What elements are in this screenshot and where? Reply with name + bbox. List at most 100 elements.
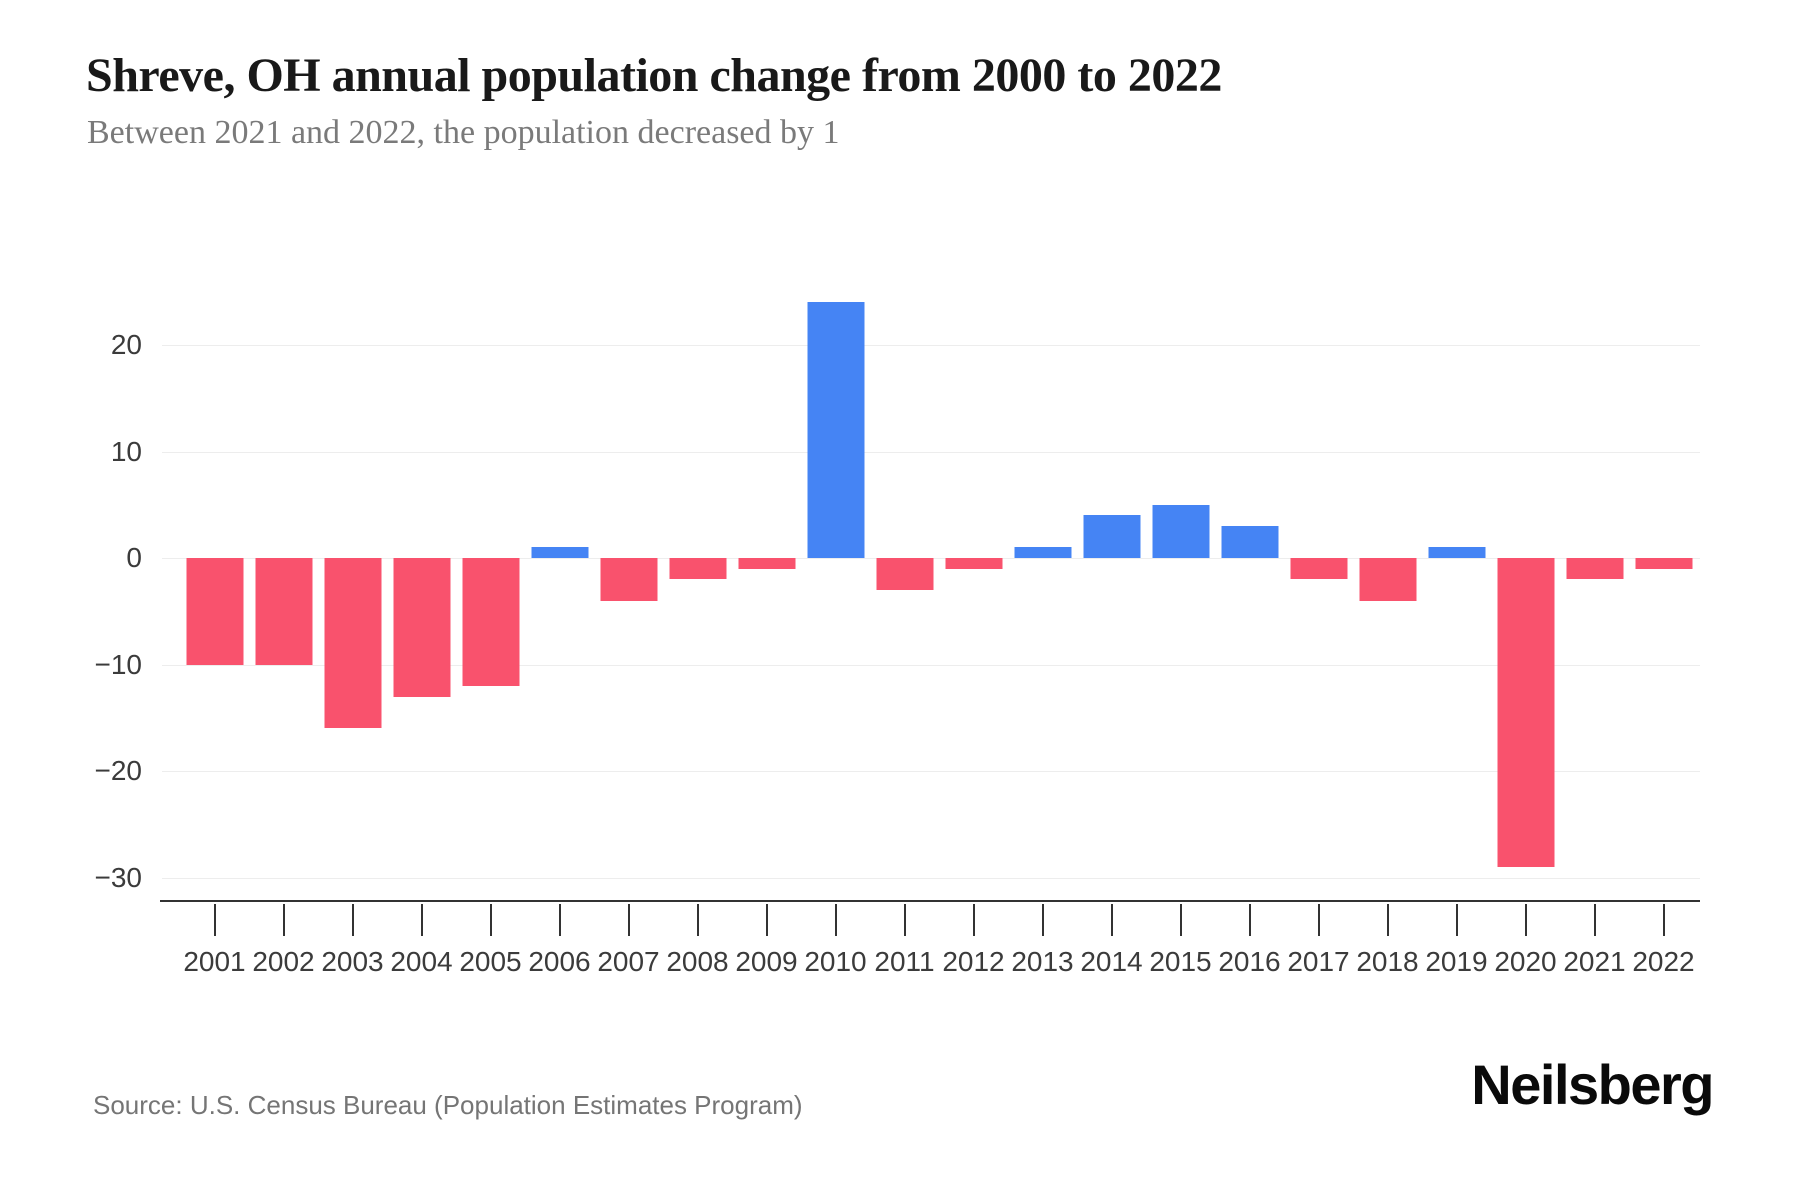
bar-2020[interactable]	[1497, 558, 1554, 867]
x-axis-tick-2021	[1593, 904, 1596, 936]
x-axis-tick-2018	[1386, 904, 1389, 936]
chart-column-2020: 2020	[1491, 280, 1560, 977]
x-axis-tick-label-2005: 2005	[459, 946, 522, 977]
chart-column-2005: 2005	[456, 280, 525, 977]
gridline-10	[162, 451, 1700, 453]
x-axis-tick-2002	[282, 904, 285, 936]
x-axis-tick-label-2009: 2009	[735, 946, 798, 977]
x-axis-tick-2019	[1455, 904, 1458, 936]
x-axis-tick-2022	[1662, 904, 1665, 936]
bar-2015[interactable]	[1152, 504, 1209, 559]
x-axis-tick-label-2022: 2022	[1632, 946, 1695, 977]
bar-2016[interactable]	[1221, 526, 1278, 559]
plot-area: 2001 2002 2003 2004 2005 2006 2007 2008 2009 2010…	[180, 280, 1698, 977]
bar-2001[interactable]	[186, 558, 243, 665]
x-axis-tick-label-2014: 2014	[1080, 946, 1143, 977]
x-axis-tick-2001	[213, 904, 216, 936]
chart-column-2008: 2008	[663, 280, 732, 977]
x-axis-tick-2017	[1317, 904, 1320, 936]
bar-2005[interactable]	[462, 558, 519, 686]
chart-column-2009: 2009	[732, 280, 801, 977]
y-axis-tick-label-10: 10	[110, 435, 142, 467]
x-axis-tick-2003	[351, 904, 354, 936]
chart-column-2017: 2017	[1284, 280, 1353, 977]
y-axis-tick-label--30: −30	[94, 861, 143, 893]
x-axis-tick-2020	[1524, 904, 1527, 936]
bar-2006[interactable]	[531, 547, 588, 559]
bar-2019[interactable]	[1428, 547, 1485, 559]
chart-column-2010: 2010	[801, 280, 870, 977]
chart-column-2002: 2002	[249, 280, 318, 977]
x-axis-tick-2004	[420, 904, 423, 936]
gridline--10	[162, 664, 1700, 666]
x-axis-tick-2005	[489, 904, 492, 936]
x-axis-tick-label-2004: 2004	[390, 946, 453, 977]
x-axis-tick-label-2019: 2019	[1425, 946, 1488, 977]
chart-column-2007: 2007	[594, 280, 663, 977]
bar-2008[interactable]	[669, 558, 726, 580]
x-axis-tick-2009	[765, 904, 768, 936]
x-axis-tick-2013	[1041, 904, 1044, 936]
gridline--20	[162, 771, 1700, 772]
chart-column-2001: 2001	[180, 280, 249, 977]
x-axis-tick-label-2007: 2007	[597, 946, 660, 977]
x-axis-tick-2015	[1179, 904, 1182, 936]
bar-2014[interactable]	[1083, 515, 1140, 558]
x-axis-tick-label-2021: 2021	[1563, 946, 1626, 977]
chart-column-2021: 2021	[1560, 280, 1629, 977]
bar-2011[interactable]	[876, 558, 933, 590]
x-axis-tick-label-2015: 2015	[1149, 946, 1212, 977]
x-axis-tick-2010	[834, 904, 837, 936]
x-axis-tick-label-2001: 2001	[183, 946, 246, 977]
x-axis-tick-label-2020: 2020	[1494, 946, 1557, 977]
chart-column-2003: 2003	[318, 280, 387, 977]
page-title: Shreve, OH annual population change from…	[86, 49, 1222, 102]
x-axis-tick-label-2011: 2011	[874, 946, 935, 977]
bar-2013[interactable]	[1014, 547, 1071, 559]
x-axis-tick-2008	[696, 904, 699, 936]
x-axis-tick-label-2003: 2003	[321, 946, 384, 977]
chart-column-2019: 2019	[1422, 280, 1491, 977]
chart-column-2006: 2006	[525, 280, 594, 977]
x-axis-tick-label-2008: 2008	[666, 946, 729, 977]
chart-column-2013: 2013	[1008, 280, 1077, 977]
chart-column-2022: 2022	[1629, 280, 1698, 977]
bar-2009[interactable]	[738, 558, 795, 569]
y-axis-tick-label--10: −10	[94, 648, 143, 680]
page-subtitle: Between 2021 and 2022, the population de…	[87, 114, 840, 151]
bar-2022[interactable]	[1635, 558, 1692, 569]
bar-2012[interactable]	[945, 558, 1002, 569]
chart-column-2004: 2004	[387, 280, 456, 977]
bar-2002[interactable]	[255, 558, 312, 665]
gridline-20	[162, 345, 1700, 346]
x-axis-tick-2011	[903, 904, 906, 936]
x-axis-tick-label-2016: 2016	[1218, 946, 1281, 977]
bar-2007[interactable]	[600, 558, 657, 601]
y-axis-tick-label-20: 20	[110, 329, 142, 360]
y-axis-tick-label--20: −20	[94, 755, 143, 786]
x-axis-tick-label-2012: 2012	[942, 946, 1005, 977]
bar-2003[interactable]	[324, 558, 381, 729]
bar-2018[interactable]	[1359, 558, 1416, 601]
bar-2021[interactable]	[1566, 558, 1623, 580]
bar-2010[interactable]	[807, 302, 864, 558]
x-axis-tick-2016	[1248, 904, 1251, 936]
x-axis-tick-label-2006: 2006	[528, 946, 591, 977]
x-axis-tick-label-2018: 2018	[1356, 946, 1419, 977]
x-axis-tick-label-2013: 2013	[1011, 946, 1074, 977]
x-axis-tick-label-2010: 2010	[804, 946, 867, 977]
y-axis-tick-label-0: 0	[126, 542, 142, 573]
gridline--30	[162, 877, 1700, 879]
chart-column-2016: 2016	[1215, 280, 1284, 977]
bar-2004[interactable]	[393, 558, 450, 697]
x-axis-tick-2006	[558, 904, 561, 936]
neilsberg-logo: Neilsberg	[1471, 1053, 1714, 1116]
bar-2017[interactable]	[1290, 558, 1347, 580]
x-axis-tick-2007	[627, 904, 630, 936]
chart-column-2014: 2014	[1077, 280, 1146, 977]
population-change-bar-chart: 20 10 0 −10 −20 −30 2001 2002 2003 2004 2005 2006 2…	[95, 280, 1700, 977]
chart-column-2018: 2018	[1353, 280, 1422, 977]
chart-column-2012: 2012	[939, 280, 1008, 977]
x-axis-tick-2014	[1110, 904, 1113, 936]
